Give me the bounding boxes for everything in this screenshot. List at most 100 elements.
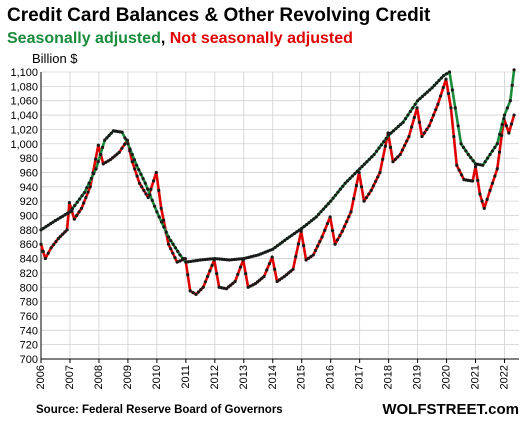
data-point-nsa [123,142,127,146]
data-point-nsa [374,179,378,184]
data-point-nsa [383,144,387,148]
data-point-nsa [354,184,358,188]
x-tick-label: 2017 [354,365,366,389]
data-point-sa [222,257,227,262]
data-point-nsa [63,230,67,234]
data-point-nsa [444,77,448,81]
data-point-nsa [349,210,353,214]
data-point-sa [314,215,318,219]
data-point-nsa [233,279,237,284]
data-point-sa [132,158,137,162]
data-point-nsa [364,195,369,200]
data-point-sa [78,197,82,201]
data-point-nsa [260,276,264,280]
x-tick-label: 2011 [180,365,192,389]
y-tick-label: 900 [20,211,38,223]
data-point-sa [428,88,432,92]
data-point-sa [420,94,425,98]
data-point-nsa [471,179,475,183]
x-tick-label: 2012 [209,365,221,389]
data-point-nsa [294,255,298,259]
data-point-sa [198,258,202,262]
data-point-sa [466,152,470,157]
data-point-sa [271,247,275,251]
data-point-sa [476,162,480,166]
data-point-sa [155,210,159,214]
data-point-sa [280,240,285,244]
data-point-nsa [420,134,424,139]
data-point-nsa [388,145,393,149]
data-point-sa [143,181,147,185]
data-point-nsa [188,289,192,293]
data-point-sa [505,106,510,110]
y-tick-label: 880 [20,225,38,237]
data-point-sa [338,187,342,191]
data-point-sa [53,218,58,223]
data-point-nsa [191,291,195,295]
data-point-nsa [144,192,148,196]
data-point-nsa [497,150,502,154]
data-point-nsa [194,292,198,297]
data-point-nsa [265,268,269,272]
data-point-nsa [199,288,203,292]
data-point-sa [94,167,98,171]
data-point-nsa [51,243,56,247]
data-point-nsa [215,272,219,276]
series-markers [39,68,516,297]
data-point-nsa [142,188,146,192]
data-point-sa [300,226,304,231]
data-point-nsa [173,256,177,260]
data-point-sa [196,258,200,262]
data-point-sa [232,257,236,262]
data-point-sa [493,145,497,149]
data-point-sa [251,254,256,258]
data-point-nsa [253,282,257,286]
data-point-sa [263,250,268,254]
data-point-nsa [405,139,409,143]
data-point-nsa [367,192,371,196]
data-point-sa [184,260,188,264]
subtitle-nsa-label: Not seasonally adjusted [169,30,353,47]
data-point-nsa [410,125,414,129]
data-point-sa [109,131,113,135]
y-axis-unit-label: Billion $ [32,51,78,66]
data-point-sa [488,152,492,157]
data-point-nsa [391,160,395,164]
data-point-sa [80,194,84,198]
data-point-nsa [412,115,416,120]
data-point-sa [230,258,234,262]
data-point-sa [148,193,152,197]
data-point-sa [341,184,345,188]
y-tick-label: 1,060 [10,96,38,108]
data-point-sa [128,147,132,151]
data-point-nsa [236,272,240,276]
x-tick-label: 2021 [470,365,482,389]
data-point-sa [379,143,383,147]
data-point-sa [268,248,272,252]
data-point-sa [254,253,258,258]
data-point-sa [483,160,487,164]
data-point-sa [44,225,48,229]
data-point-sa [210,257,214,261]
y-tick-label: 720 [20,340,38,352]
data-point-nsa [495,167,499,171]
data-point-nsa [206,274,210,278]
data-point-sa [307,221,311,225]
data-point-sa [159,220,164,224]
data-point-sa [411,106,415,110]
y-tick-label: 700 [20,354,38,366]
data-point-nsa [65,228,69,232]
x-tick-label: 2016 [325,365,337,389]
x-tick-label: 2009 [122,365,134,389]
data-point-sa [201,258,205,262]
data-point-nsa [422,131,426,135]
data-point-sa [146,187,150,191]
data-point-nsa [117,150,121,154]
data-point-sa [176,249,180,253]
data-point-nsa [166,242,171,246]
data-point-nsa [490,181,495,185]
data-point-sa [107,133,111,138]
data-point-sa [152,204,157,208]
data-point-sa [239,257,243,261]
data-point-nsa [137,181,142,185]
